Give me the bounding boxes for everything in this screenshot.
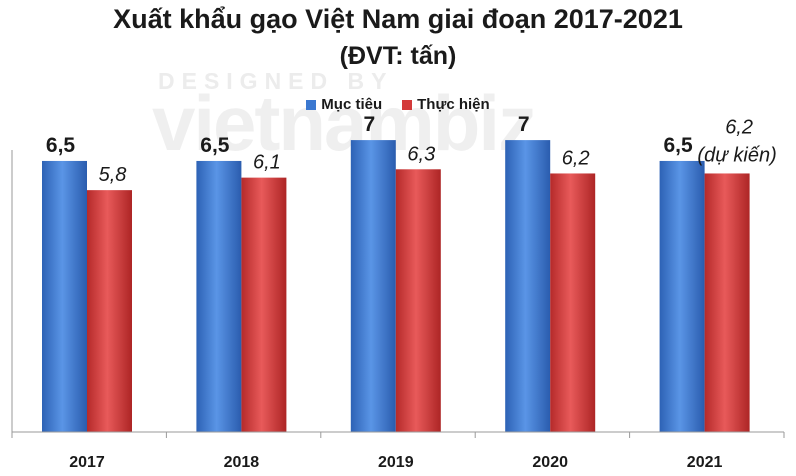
x-tick-2019: 2019	[378, 454, 414, 471]
chart-subtitle: (ĐVT: tấn)	[339, 42, 457, 70]
data-label-thuc-hien-2017: 5,8	[99, 164, 127, 186]
bar-muc-tieu-2019	[350, 140, 396, 432]
bar-thuc-hien-2017	[87, 190, 132, 432]
bar-muc-tieu-2021	[659, 160, 705, 432]
legend-item-thuc-hien: Thực hiện	[402, 96, 490, 113]
bar-thuc-hien-2020	[550, 173, 596, 432]
x-tick-2020: 2020	[532, 454, 568, 471]
legend-item-muc-tieu: Mục tiêu	[306, 96, 382, 113]
data-label-muc-tieu-2017: 6,5	[46, 134, 76, 157]
bar-thuc-hien-2021	[704, 173, 750, 432]
legend: Mục tiêu Thực hiện	[0, 96, 796, 113]
data-label-thuc-hien-2020: 6,2	[562, 147, 590, 169]
annotation-thuc-hien-2021: (dự kiến)	[697, 144, 776, 166]
data-label-muc-tieu-2018: 6,5	[200, 134, 230, 157]
data-label-muc-tieu-2020: 7	[518, 113, 530, 136]
x-tick-2021: 2021	[687, 454, 723, 471]
watermark-designed-by: DESIGNED BY	[158, 68, 394, 94]
legend-swatch-thuc-hien	[402, 99, 413, 110]
x-tick-2018: 2018	[224, 454, 260, 471]
legend-swatch-muc-tieu	[306, 99, 317, 110]
bar-thuc-hien-2018	[241, 177, 287, 432]
chart-title: Xuất khẩu gạo Việt Nam giai đoạn 2017-20…	[113, 4, 683, 34]
data-label-thuc-hien-2018: 6,1	[253, 152, 281, 174]
bar-muc-tieu-2020	[505, 140, 551, 432]
data-label-thuc-hien-2021: 6,2	[725, 116, 753, 138]
data-label-muc-tieu-2019: 7	[363, 113, 375, 136]
x-tick-2017: 2017	[69, 454, 105, 471]
watermark-logo: vietnambiz	[152, 79, 537, 167]
bar-muc-tieu-2017	[42, 160, 87, 432]
legend-label-thuc-hien: Thực hiện	[417, 96, 490, 113]
data-label-thuc-hien-2019: 6,3	[407, 143, 435, 165]
data-label-muc-tieu-2021: 6,5	[663, 134, 693, 157]
legend-label-muc-tieu: Mục tiêu	[321, 96, 383, 113]
bar-thuc-hien-2019	[395, 169, 441, 433]
bar-muc-tieu-2018	[196, 160, 242, 432]
